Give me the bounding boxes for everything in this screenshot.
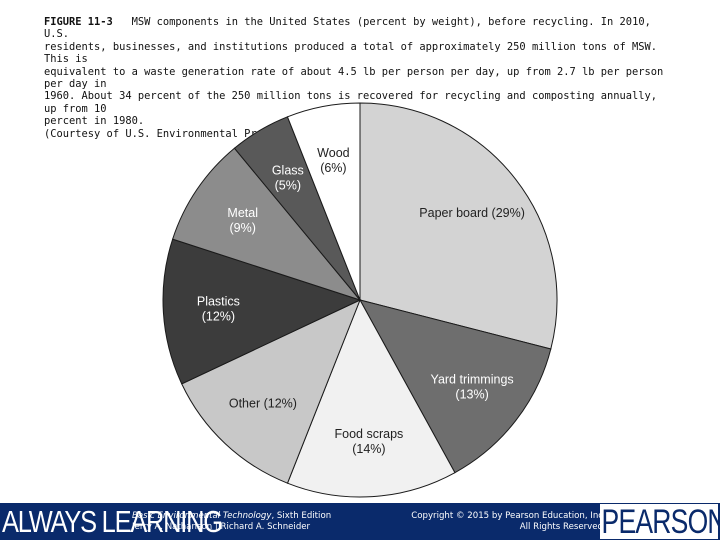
pie-label-food-scraps: Food scraps (14%): [335, 427, 404, 456]
pie-label-paper-board: Paper board (29%): [419, 206, 525, 220]
pie-labels: Paper board (29%) Yard trimmings (13%) Food…: [197, 146, 525, 456]
pie-chart: Paper board (29%) Yard trimmings (13%) Food…: [162, 102, 558, 498]
pie-label-metal: Metal (9%): [227, 206, 258, 235]
pie-slice-metal: [172, 147, 362, 302]
pie-label-line: Plastics: [197, 294, 240, 308]
pie-label-line: Food scraps: [335, 427, 404, 441]
pie-slice-plastics: [162, 238, 362, 385]
rights-text: All Rights Reserved: [519, 522, 603, 532]
caption-line-3: equivalent to a waste generation rate of…: [44, 65, 664, 91]
caption-line-4: 1960. About 34 percent of the 250 millio…: [44, 90, 658, 115]
copyright-text: Copyright © 2015 by Pearson Education, I…: [411, 511, 603, 521]
pie-label-line: (6%): [320, 161, 346, 175]
pie-label-glass: Glass (5%): [272, 163, 304, 192]
caption-line-1: MSW components in the United States (per…: [44, 16, 651, 41]
pie-label-line: (9%): [229, 221, 255, 235]
pie-label-plastics: Plastics (12%): [197, 294, 240, 323]
pie-label-line: Metal: [227, 206, 258, 220]
book-credit: Basic Environmental Technology, Sixth Ed…: [132, 511, 331, 533]
pie-label-line: Wood: [317, 146, 349, 160]
pie-slice-wood: [286, 102, 361, 301]
always-learning-logo: ALWAYS LEARNING: [2, 504, 223, 539]
pie-label-wood: Wood (6%): [317, 146, 349, 175]
pearson-wordmark: PEARSON: [601, 504, 718, 539]
book-authors: Jerry A. Nathanson | Richard A. Schneide…: [132, 522, 311, 532]
pearson-logo: PEARSON: [600, 504, 718, 539]
pie-label-line: (13%): [455, 387, 488, 401]
pie-label-line: Other (12%): [229, 396, 297, 410]
caption-line-5: percent in 1980.: [44, 115, 145, 128]
pie-slice-paper-board: [359, 102, 558, 350]
pie-slice-yard-trimmings: [359, 299, 552, 474]
footer-bar: ALWAYS LEARNING Basic Environmental Tech…: [0, 503, 720, 540]
pie-label-yard-trimmings: Yard trimmings (13%): [431, 372, 514, 401]
pie-label-line: Glass: [272, 163, 304, 177]
pie-label-line: Yard trimmings: [431, 372, 514, 386]
pie-slice-food-scraps: [286, 298, 456, 498]
pie-slices: [162, 102, 558, 498]
caption-line-2: residents, businesses, and institutions …: [44, 40, 658, 66]
pie-slice-other: [181, 299, 361, 484]
pie-label-line: Paper board (29%): [419, 206, 525, 220]
pie-label-other: Other (12%): [229, 396, 297, 410]
book-edition: , Sixth Edition: [271, 511, 332, 521]
pie-label-line: (5%): [275, 178, 301, 192]
pie-label-line: (14%): [352, 442, 385, 456]
figure-label: FIGURE 11-3: [44, 16, 113, 28]
copyright-notice: Copyright © 2015 by Pearson Education, I…: [411, 511, 603, 533]
book-title: Basic Environmental Technology: [132, 511, 272, 521]
pie-label-line: (12%): [202, 309, 235, 323]
